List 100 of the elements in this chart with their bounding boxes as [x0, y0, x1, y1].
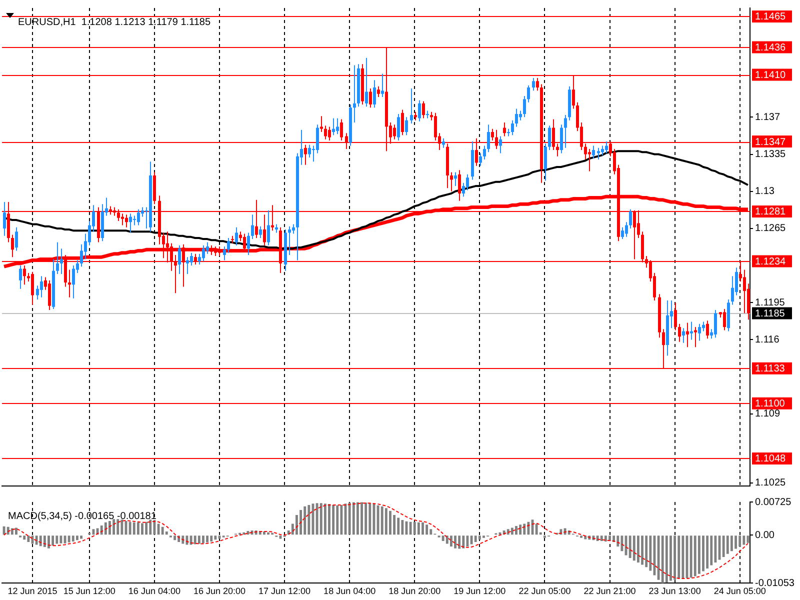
- candlestick: [369, 88, 372, 108]
- candlestick: [397, 113, 400, 141]
- candlestick: [202, 244, 205, 262]
- bar: [641, 536, 644, 565]
- candlestick: [288, 226, 291, 256]
- candlestick: [499, 136, 502, 154]
- candlestick: [466, 174, 469, 191]
- candlestick: [72, 265, 75, 299]
- candlestick: [592, 145, 595, 159]
- candlestick: [308, 144, 311, 158]
- x-tick-label: 22 Jun 21:00: [584, 586, 636, 596]
- bar: [600, 536, 603, 542]
- candlestick: [393, 124, 396, 140]
- candlestick: [31, 271, 34, 306]
- bar: [56, 536, 58, 544]
- bar: [218, 536, 221, 539]
- candlestick: [259, 226, 262, 238]
- bar: [27, 536, 30, 542]
- bar: [620, 536, 624, 552]
- candlestick: [206, 242, 209, 254]
- candlestick: [523, 95, 526, 118]
- candlestick: [515, 108, 518, 128]
- line-series: [4, 502, 748, 579]
- candlestick: [605, 141, 608, 154]
- candlestick: [536, 77, 539, 92]
- ref-line-label: 1.1100: [755, 398, 786, 410]
- candlestick: [68, 269, 71, 298]
- candlestick: [19, 265, 22, 290]
- bar: [92, 529, 95, 535]
- bar: [706, 536, 709, 568]
- bar: [409, 522, 412, 535]
- candlestick: [625, 222, 628, 238]
- candlestick: [186, 256, 189, 275]
- bar: [616, 536, 620, 547]
- candlestick: [706, 320, 709, 340]
- candlestick: [210, 244, 213, 256]
- candlestick: [247, 232, 250, 256]
- y-tick-label: 1.1335: [755, 149, 786, 160]
- bar: [462, 536, 465, 548]
- candlestick: [588, 148, 591, 172]
- candlestick: [698, 323, 701, 342]
- bar: [336, 505, 339, 535]
- bar: [324, 504, 326, 535]
- candlestick: [731, 276, 734, 306]
- candlestick: [714, 310, 717, 338]
- ref-line-label: 1.1048: [755, 454, 786, 465]
- candlestick: [133, 215, 136, 226]
- candlestick: [450, 172, 453, 192]
- y-tick-label: 1.116: [755, 334, 780, 346]
- candlestick: [702, 321, 705, 332]
- candlestick: [267, 210, 270, 246]
- bar: [132, 522, 136, 535]
- candlestick: [743, 269, 746, 314]
- bar: [300, 510, 302, 535]
- bar: [210, 536, 213, 542]
- y-tick-label: 1.137: [755, 112, 780, 123]
- bar: [214, 536, 217, 540]
- bar: [186, 536, 188, 545]
- candlestick: [405, 116, 408, 136]
- bar: [48, 536, 50, 548]
- bar: [15, 528, 18, 535]
- bar: [746, 536, 750, 543]
- bar: [80, 536, 82, 539]
- bar: [43, 536, 46, 547]
- candlestick: [15, 226, 18, 252]
- candlestick: [365, 57, 368, 108]
- bar: [190, 536, 192, 545]
- candlestick: [60, 248, 63, 275]
- candlestick: [629, 208, 632, 229]
- bar: [454, 536, 456, 548]
- candlestick: [487, 124, 490, 153]
- candlestick: [678, 323, 681, 342]
- x-tick-label: 17 Jun 12:00: [258, 586, 311, 596]
- candlestick: [3, 201, 6, 236]
- bar: [417, 522, 420, 535]
- bar: [389, 510, 392, 535]
- candlestick: [503, 122, 506, 137]
- bar: [510, 528, 514, 535]
- bar: [698, 536, 700, 574]
- candlestick: [527, 84, 530, 103]
- bar: [690, 536, 692, 578]
- bar: [112, 519, 116, 535]
- candlestick: [674, 302, 677, 331]
- bar: [674, 536, 676, 580]
- x-tick-label: 18 Jun 04:00: [324, 586, 376, 596]
- candlestick: [373, 80, 376, 108]
- bar: [478, 536, 481, 540]
- x-tick-label: 12 Jun 2015: [8, 586, 58, 596]
- ref-line-label: 1.1410: [755, 70, 786, 82]
- ref-line-label: 1.1347: [755, 136, 786, 148]
- candlestick: [422, 100, 425, 119]
- candlestick: [479, 152, 482, 166]
- bar: [393, 515, 396, 535]
- bar: [702, 536, 704, 572]
- candlestick: [690, 321, 693, 340]
- bar: [527, 522, 530, 535]
- candlestick: [544, 143, 547, 182]
- bar: [267, 532, 270, 535]
- bar: [116, 519, 120, 535]
- bar: [734, 536, 737, 549]
